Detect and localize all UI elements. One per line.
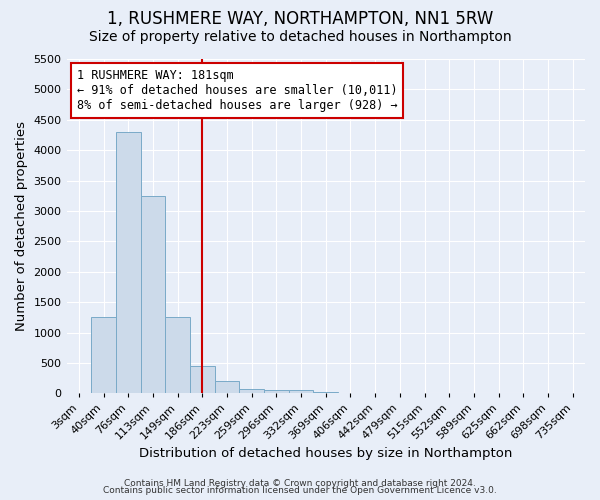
Y-axis label: Number of detached properties: Number of detached properties [15, 121, 28, 331]
Bar [190, 366, 215, 394]
Text: Contains HM Land Registry data © Crown copyright and database right 2024.: Contains HM Land Registry data © Crown c… [124, 478, 476, 488]
Text: Contains public sector information licensed under the Open Government Licence v3: Contains public sector information licen… [103, 486, 497, 495]
Bar [215, 382, 239, 394]
X-axis label: Distribution of detached houses by size in Northampton: Distribution of detached houses by size … [139, 447, 512, 460]
Bar [140, 196, 165, 394]
Bar [363, 393, 388, 394]
Bar [338, 392, 363, 394]
Bar [264, 390, 289, 394]
Text: Size of property relative to detached houses in Northampton: Size of property relative to detached ho… [89, 30, 511, 44]
Text: 1, RUSHMERE WAY, NORTHAMPTON, NN1 5RW: 1, RUSHMERE WAY, NORTHAMPTON, NN1 5RW [107, 10, 493, 28]
Bar [165, 318, 190, 394]
Bar [313, 392, 338, 394]
Bar [91, 318, 116, 394]
Bar [289, 390, 313, 394]
Bar [239, 389, 264, 394]
Bar [116, 132, 140, 394]
Text: 1 RUSHMERE WAY: 181sqm
← 91% of detached houses are smaller (10,011)
8% of semi-: 1 RUSHMERE WAY: 181sqm ← 91% of detached… [77, 69, 398, 112]
